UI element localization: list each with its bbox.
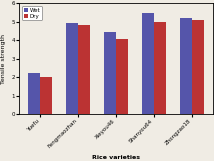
Bar xyxy=(78,25,90,114)
Bar xyxy=(28,73,40,114)
Y-axis label: Tensile strength: Tensile strength xyxy=(1,34,6,84)
X-axis label: Rice varieties: Rice varieties xyxy=(92,155,140,160)
Bar xyxy=(154,22,166,114)
Bar xyxy=(40,77,52,114)
Legend: Wet, Dry: Wet, Dry xyxy=(22,6,42,20)
Bar xyxy=(192,20,204,114)
Bar xyxy=(104,32,116,114)
Bar xyxy=(142,13,154,114)
Bar xyxy=(116,39,128,114)
Bar xyxy=(180,18,192,114)
Bar xyxy=(66,23,78,114)
